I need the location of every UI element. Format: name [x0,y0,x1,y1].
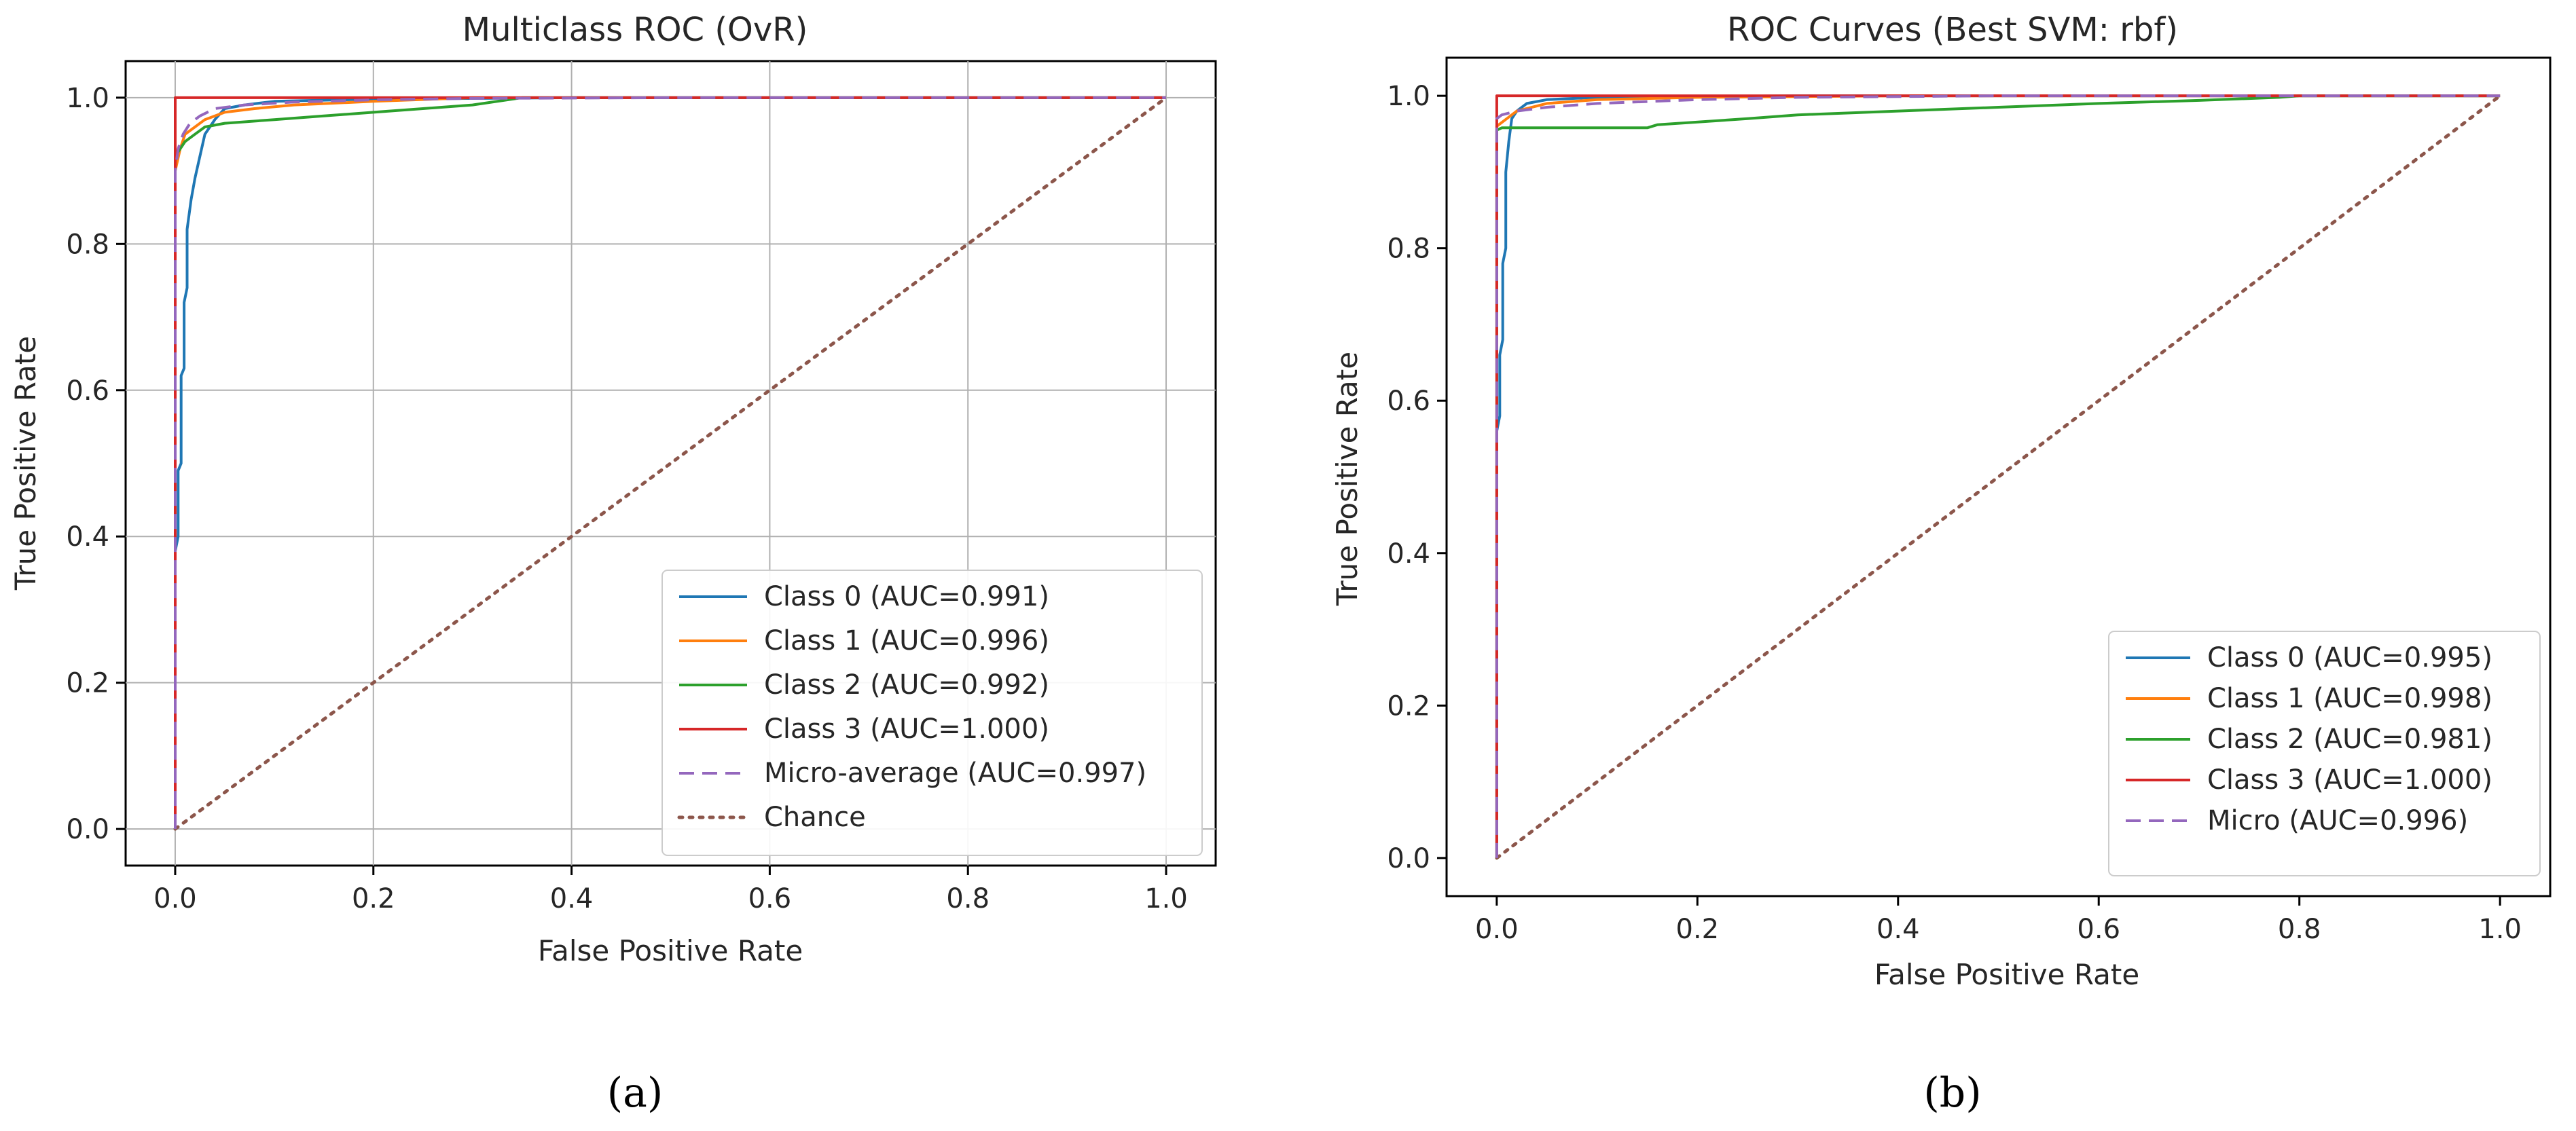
y-tick-label: 0.2 [66,668,109,699]
legend-box [661,570,1203,856]
x-tick-label: 0.2 [352,883,395,914]
chart-panel-b: ROC Curves (Best SVM: rbf) 0.0 0.2 0.4 0.6 0… [1330,11,2552,1117]
legend-label: Micro (AUC=0.996) [2207,805,2468,836]
x-tick-label: 1.0 [1144,883,1188,914]
legend-label: Chance [764,802,866,833]
x-axis-ticks: 0.0 0.2 0.4 0.6 0.8 1.0 [153,866,1188,914]
legend-label: Class 2 (AUC=0.981) [2207,724,2492,755]
roc-curve-series-2 [174,96,1166,830]
legend-label: Class 0 (AUC=0.995) [2207,642,2492,673]
x-axis-ticks: 0.0 0.2 0.4 0.6 0.8 1.0 [1475,896,2522,945]
legend-label: Class 3 (AUC=1.000) [2207,764,2492,796]
chart-panel-a: Multiclass ROC (OvR) 0.0 0.2 0.4 0.6 0.8 1.0 … [9,11,1217,1117]
x-tick-label: 0.0 [153,883,197,914]
y-tick-label: 1.0 [66,83,109,114]
x-tick-label: 0.2 [1676,914,1720,945]
legend-box [2108,631,2541,876]
x-tick-label: 1.0 [2478,914,2522,945]
y-tick-label: 0.6 [66,375,109,407]
y-axis-label: True Positive Rate [9,336,42,591]
y-tick-label: 0.4 [66,521,109,553]
x-tick-label: 0.8 [2278,914,2321,945]
y-axis-ticks: 0.0 0.2 0.4 0.6 0.8 1.0 [66,83,126,845]
y-axis-label: True Positive Rate [1330,352,1364,606]
y-tick-label: 0.0 [66,814,109,845]
chart-title: Multiclass ROC (OvR) [462,11,808,49]
x-tick-label: 0.4 [1876,914,1920,945]
y-tick-label: 1.0 [1387,81,1430,112]
caption-b: (b) [1923,1069,1981,1117]
legend-label: Class 1 (AUC=0.998) [2207,683,2492,714]
x-tick-label: 0.8 [946,883,990,914]
roc-curve-series-5 [173,96,1168,831]
x-axis-label: False Positive Rate [538,934,803,967]
legend-label: Class 1 (AUC=0.996) [764,625,1049,656]
roc-curves [1495,94,2502,860]
y-tick-label: 0.8 [1387,234,1430,265]
y-axis-ticks: 0.0 0.2 0.4 0.6 0.8 1.0 [1387,81,1447,874]
roc-curve-series-0 [1495,94,2501,858]
y-tick-label: 0.0 [1387,843,1430,874]
legend-label: Class 2 (AUC=0.992) [764,669,1049,701]
roc-curve-series-4 [174,96,1166,830]
x-tick-label: 0.6 [748,883,792,914]
x-tick-label: 0.6 [2077,914,2120,945]
roc-curves [173,96,1168,831]
legend: Class 0 (AUC=0.995) Class 1 (AUC=0.998) Cl… [2108,631,2541,876]
chart-title: ROC Curves (Best SVM: rbf) [1727,11,2178,49]
x-tick-label: 0.4 [550,883,594,914]
legend: Class 0 (AUC=0.991) Class 1 (AUC=0.996) Cl… [661,570,1203,856]
y-tick-label: 0.6 [1387,386,1430,417]
y-tick-label: 0.4 [1387,538,1430,570]
y-tick-label: 0.8 [66,229,109,260]
roc-curve-series-2 [1495,94,2501,858]
legend-label: Class 0 (AUC=0.991) [764,581,1049,612]
x-tick-label: 0.0 [1475,914,1519,945]
legend-label: Micro-average (AUC=0.997) [764,758,1146,789]
caption-a: (a) [607,1069,664,1117]
x-axis-label: False Positive Rate [1874,958,2139,991]
roc-curve-series-5 [1495,94,2502,860]
roc-curve-series-4 [1495,94,2501,858]
legend-label: Class 3 (AUC=1.000) [764,713,1049,745]
y-tick-label: 0.2 [1387,690,1430,722]
